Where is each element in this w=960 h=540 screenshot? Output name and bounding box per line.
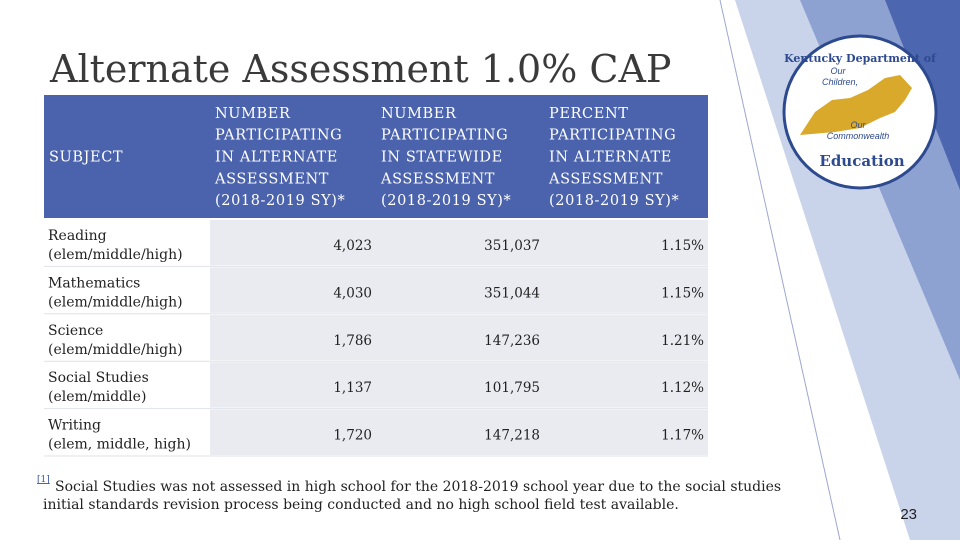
footnote-marker: [1] (37, 475, 50, 485)
logo-text: Our (850, 120, 866, 130)
row-bg (210, 314, 708, 361)
value-cell: 1.21% (661, 333, 704, 349)
value-cell: 1,786 (333, 333, 372, 349)
subject-cell: (elem/middle/high) (48, 247, 183, 263)
logo-text: Children, (822, 77, 858, 87)
value-cell: 1.15% (661, 238, 704, 254)
value-cell: 351,037 (484, 238, 540, 254)
subject-cell: Writing (48, 418, 101, 434)
value-cell: 4,023 (333, 238, 372, 254)
page-number: 23 (900, 506, 917, 523)
subject-cell: (elem/middle/high) (48, 294, 183, 310)
subject-cell: Science (48, 323, 103, 339)
value-cell: 1,720 (333, 428, 372, 444)
row-bg (210, 409, 708, 455)
value-cell: 147,236 (484, 333, 540, 349)
header-cell: ASSESSMENT (548, 171, 663, 187)
header-cell: NUMBER (381, 106, 457, 122)
footnote-text: Social Studies was not assessed in high … (55, 479, 781, 495)
header-cell: SUBJECT (49, 150, 123, 166)
header-cell: (2018-2019 SY)* (549, 193, 680, 209)
subject-cell: Social Studies (48, 370, 149, 386)
row-bg (44, 314, 210, 361)
header-cell: PARTICIPATING (215, 128, 342, 144)
row-bg (210, 220, 708, 266)
row-bg (44, 220, 210, 266)
decor-line (719, 0, 841, 540)
row-bg (44, 267, 210, 313)
value-cell: 1.17% (661, 428, 704, 444)
row-bg (210, 362, 708, 408)
header-cell: (2018-2019 SY)* (215, 193, 346, 209)
header-cell: NUMBER (215, 106, 291, 122)
header-cell: ASSESSMENT (214, 171, 329, 187)
value-cell: 147,218 (484, 428, 540, 444)
logo-state (800, 75, 912, 135)
row-bg (210, 267, 708, 313)
value-cell: 1,137 (333, 380, 372, 396)
subject-cell: Reading (48, 228, 107, 244)
value-cell: 4,030 (333, 285, 372, 301)
header-cell: PARTICIPATING (549, 128, 676, 144)
header-cell: PERCENT (549, 106, 629, 122)
header-cell: IN ALTERNATE (549, 150, 672, 166)
row-bg (44, 362, 210, 408)
header-cell: IN STATEWIDE (381, 150, 503, 166)
table: SUBJECT NUMBER PARTICIPATING IN ALTERNATE AS… (44, 95, 708, 457)
subject-cell: (elem/middle/high) (48, 342, 183, 358)
header-cell: (2018-2019 SY)* (381, 193, 512, 209)
logo-text: Education (819, 152, 904, 170)
header-row (44, 95, 708, 218)
value-cell: 351,044 (484, 285, 540, 301)
row-bg (44, 409, 210, 455)
header-cell: IN ALTERNATE (215, 150, 338, 166)
logo-text: Commonwealth (827, 131, 890, 141)
footnote-text: initial standards revision process being… (43, 497, 679, 513)
logo-text: Kentucky Department of (784, 52, 937, 65)
header-cell: ASSESSMENT (380, 171, 495, 187)
logo-text: Our (830, 66, 846, 76)
logo: Kentucky Department of Our Children, Our… (782, 34, 938, 190)
header-cell: PARTICIPATING (381, 128, 508, 144)
value-cell: 101,795 (484, 380, 540, 396)
subject-cell: (elem/middle) (48, 389, 146, 405)
value-cell: 1.12% (661, 380, 704, 396)
value-cell: 1.15% (661, 285, 704, 301)
subject-cell: Mathematics (48, 275, 140, 291)
slide-title: Alternate Assessment 1.0% CAP (49, 47, 671, 91)
subject-cell: (elem, middle, high) (48, 437, 191, 453)
